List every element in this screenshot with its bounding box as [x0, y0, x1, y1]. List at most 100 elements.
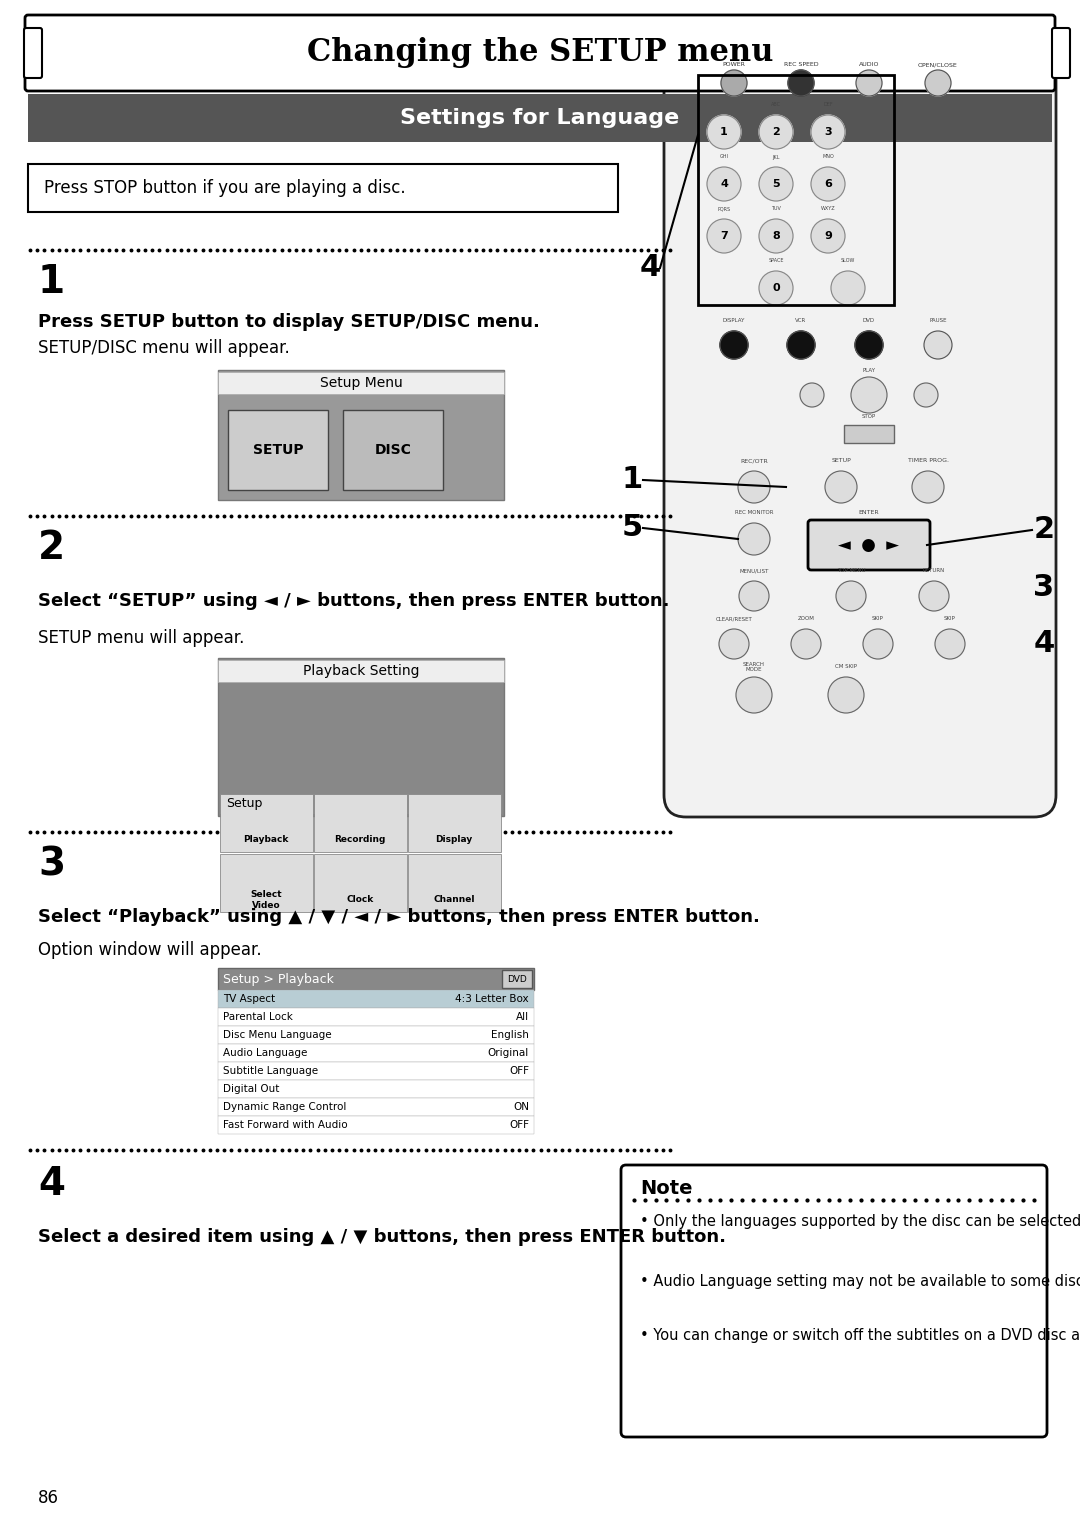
Text: PQRS: PQRS — [717, 206, 730, 212]
Text: Option window will appear.: Option window will appear. — [38, 942, 261, 958]
Text: 3: 3 — [824, 127, 832, 137]
Text: 86: 86 — [38, 1489, 59, 1508]
FancyBboxPatch shape — [218, 990, 534, 1009]
Text: 2: 2 — [38, 530, 65, 568]
FancyBboxPatch shape — [1052, 27, 1070, 78]
Text: 2: 2 — [1034, 516, 1054, 545]
Text: GHI: GHI — [719, 154, 729, 160]
Text: TOP MENU: TOP MENU — [837, 569, 865, 574]
Circle shape — [738, 523, 770, 555]
FancyBboxPatch shape — [621, 1164, 1047, 1437]
Text: Press STOP button if you are playing a disc.: Press STOP button if you are playing a d… — [44, 179, 406, 197]
Text: TIMER PROG.: TIMER PROG. — [907, 458, 948, 464]
Text: Subtitle Language: Subtitle Language — [222, 1067, 319, 1076]
FancyBboxPatch shape — [408, 794, 501, 852]
FancyBboxPatch shape — [218, 1116, 534, 1134]
Text: SEARCH
MODE: SEARCH MODE — [743, 662, 765, 673]
Circle shape — [791, 629, 821, 659]
Text: Parental Lock: Parental Lock — [222, 1012, 293, 1022]
Text: ENTER: ENTER — [859, 511, 879, 516]
Text: VCR: VCR — [795, 319, 807, 324]
Text: OPEN/CLOSE: OPEN/CLOSE — [918, 63, 958, 67]
Circle shape — [924, 70, 951, 96]
FancyBboxPatch shape — [218, 372, 504, 394]
FancyBboxPatch shape — [228, 410, 328, 490]
Text: Disc Menu Language: Disc Menu Language — [222, 1030, 332, 1041]
FancyBboxPatch shape — [218, 1025, 534, 1044]
FancyBboxPatch shape — [220, 855, 313, 913]
Circle shape — [759, 166, 793, 201]
Text: • Only the languages supported by the disc can be selected.: • Only the languages supported by the di… — [640, 1215, 1080, 1228]
Text: 1: 1 — [38, 262, 65, 301]
FancyBboxPatch shape — [664, 23, 1056, 816]
Text: Original: Original — [488, 1048, 529, 1058]
Text: Select “SETUP” using ◄ / ► buttons, then press ENTER button.: Select “SETUP” using ◄ / ► buttons, then… — [38, 592, 670, 610]
Circle shape — [825, 472, 858, 504]
Text: Playback: Playback — [243, 836, 288, 844]
FancyBboxPatch shape — [502, 971, 532, 987]
Circle shape — [811, 114, 845, 150]
Text: 6: 6 — [824, 179, 832, 189]
Text: SKIP: SKIP — [872, 617, 883, 621]
Circle shape — [924, 331, 951, 359]
Text: SETUP: SETUP — [832, 458, 851, 464]
Text: Select a desired item using ▲ / ▼ buttons, then press ENTER button.: Select a desired item using ▲ / ▼ button… — [38, 1228, 726, 1247]
Text: • Audio Language setting may not be available to some discs.: • Audio Language setting may not be avai… — [640, 1274, 1080, 1289]
FancyBboxPatch shape — [218, 1062, 534, 1080]
Text: 3: 3 — [38, 845, 65, 884]
Circle shape — [851, 377, 887, 414]
Circle shape — [707, 114, 741, 150]
Text: 5: 5 — [621, 514, 643, 543]
FancyBboxPatch shape — [28, 95, 1052, 142]
Text: POWER: POWER — [723, 63, 745, 67]
Circle shape — [720, 331, 748, 359]
Text: CLEAR/RESET: CLEAR/RESET — [716, 617, 753, 621]
Text: 1: 1 — [621, 465, 643, 494]
Circle shape — [707, 220, 741, 253]
FancyBboxPatch shape — [343, 410, 443, 490]
Text: REC/OTR: REC/OTR — [740, 458, 768, 464]
Text: ON: ON — [513, 1102, 529, 1112]
Text: PAUSE: PAUSE — [929, 319, 947, 324]
Text: DISPLAY: DISPLAY — [723, 319, 745, 324]
Circle shape — [759, 114, 793, 150]
Text: Clock: Clock — [347, 896, 374, 905]
FancyBboxPatch shape — [220, 794, 313, 852]
Circle shape — [788, 70, 814, 96]
Text: AUDIO: AUDIO — [859, 63, 879, 67]
Text: Note: Note — [640, 1178, 692, 1198]
FancyBboxPatch shape — [25, 15, 1055, 92]
Text: CM SKIP: CM SKIP — [835, 664, 858, 670]
Text: DISC: DISC — [375, 443, 411, 456]
Text: SPACE: SPACE — [768, 258, 784, 264]
Circle shape — [828, 678, 864, 713]
FancyBboxPatch shape — [218, 1044, 534, 1062]
FancyBboxPatch shape — [24, 27, 42, 78]
Text: SETUP: SETUP — [253, 443, 303, 456]
Text: 7: 7 — [720, 230, 728, 241]
Circle shape — [863, 629, 893, 659]
Text: Channel: Channel — [433, 896, 475, 905]
FancyBboxPatch shape — [28, 163, 618, 212]
Text: Setup: Setup — [226, 798, 262, 810]
Text: WXYZ: WXYZ — [821, 206, 835, 212]
Circle shape — [912, 472, 944, 504]
Text: 9: 9 — [824, 230, 832, 241]
Circle shape — [800, 383, 824, 407]
Text: OFF: OFF — [509, 1120, 529, 1129]
Text: Audio Language: Audio Language — [222, 1048, 308, 1058]
Text: PLAY: PLAY — [863, 368, 876, 374]
Text: Setup Menu: Setup Menu — [320, 375, 403, 391]
Text: 2: 2 — [772, 127, 780, 137]
Text: SKIP: SKIP — [944, 617, 956, 621]
Text: 5: 5 — [772, 179, 780, 189]
FancyBboxPatch shape — [408, 855, 501, 913]
Circle shape — [811, 220, 845, 253]
FancyBboxPatch shape — [218, 369, 504, 501]
Circle shape — [836, 581, 866, 610]
Text: 4:3 Letter Box: 4:3 Letter Box — [456, 993, 529, 1004]
Circle shape — [811, 166, 845, 201]
FancyBboxPatch shape — [314, 794, 407, 852]
Circle shape — [738, 472, 770, 504]
Text: • You can change or switch off the subtitles on a DVD disc also from the disc me: • You can change or switch off the subti… — [640, 1328, 1080, 1343]
